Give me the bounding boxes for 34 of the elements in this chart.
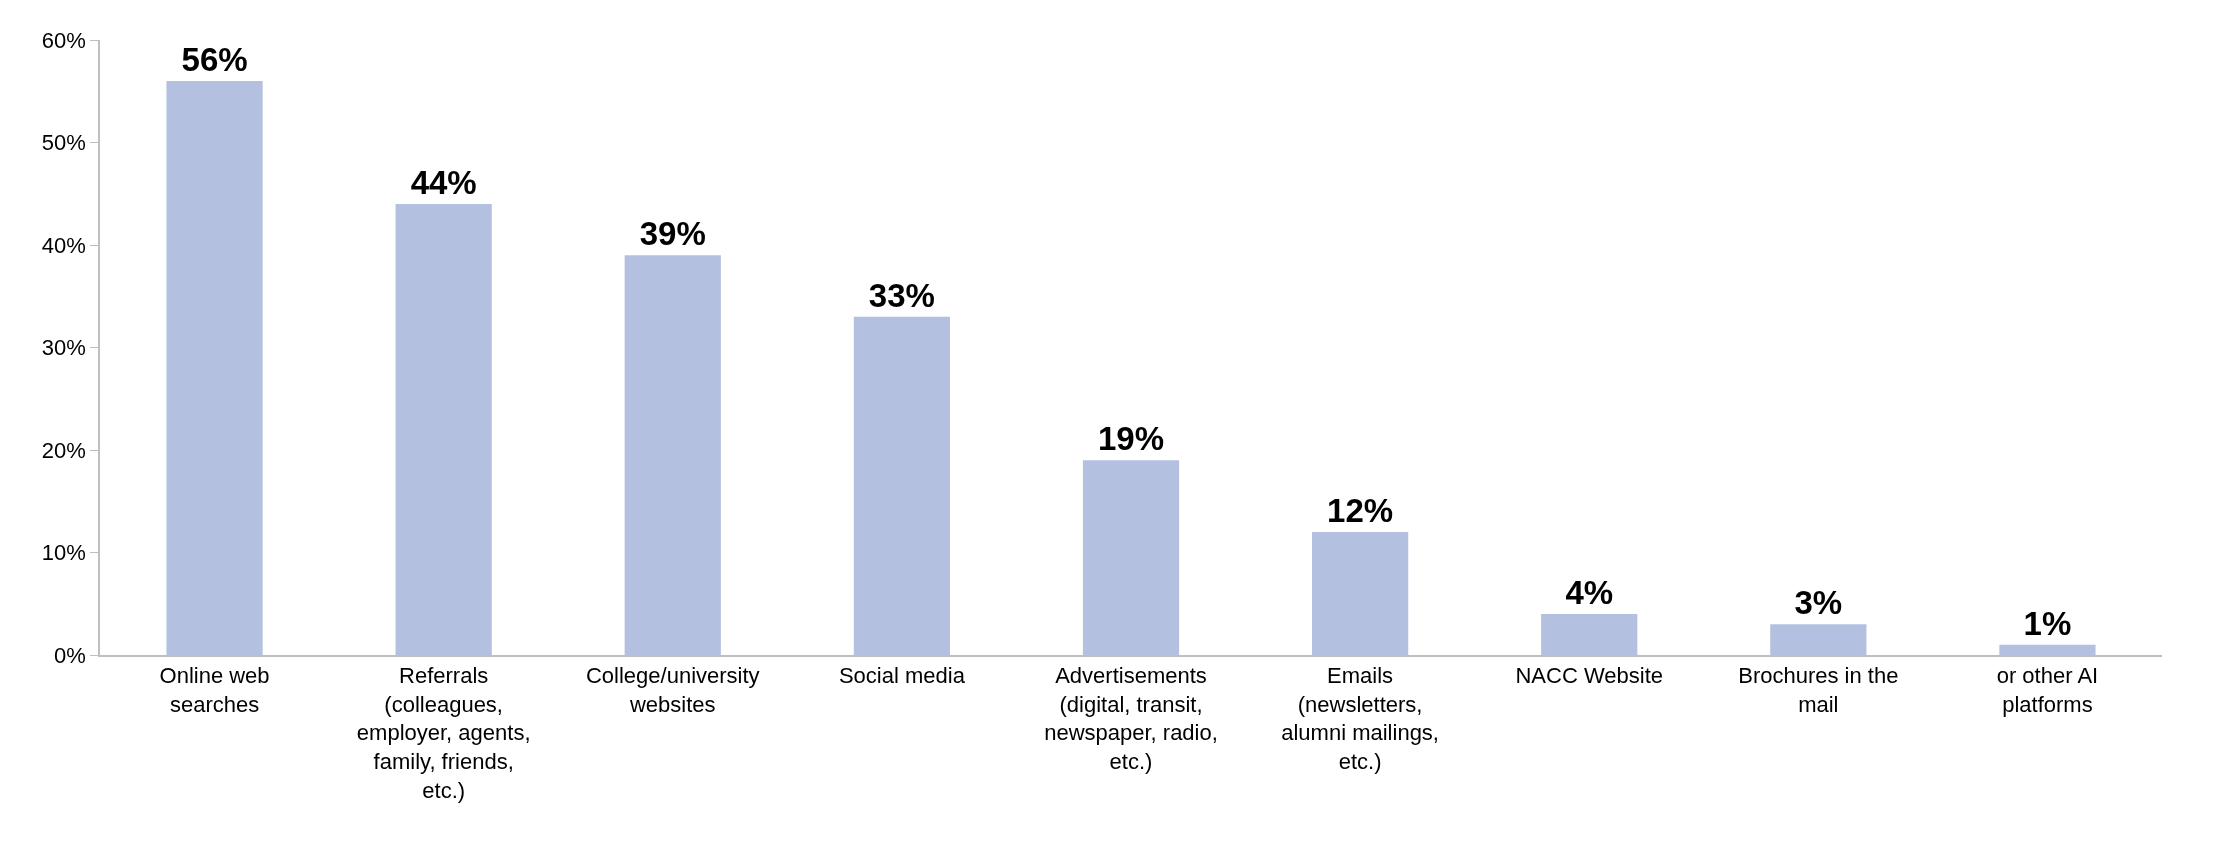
bar bbox=[1770, 624, 1867, 655]
bar bbox=[624, 255, 721, 655]
y-tick-label: 60% bbox=[41, 27, 86, 53]
x-tick-label: Emails (newsletters, alumni mailings, etc.) bbox=[1281, 663, 1439, 774]
bar bbox=[1999, 644, 2096, 655]
x-tick-label: Online web searches bbox=[159, 663, 270, 717]
x-tick-label: NACC Website bbox=[1515, 663, 1663, 689]
data-label: 1% bbox=[2023, 604, 2072, 642]
data-label: 39% bbox=[639, 215, 706, 253]
x-tick-label: or other AI platforms bbox=[1996, 663, 2099, 717]
y-tick-label: 40% bbox=[41, 232, 86, 258]
bar bbox=[1541, 614, 1638, 655]
x-tick-label: Social media bbox=[838, 663, 966, 689]
y-tick-label: 20% bbox=[41, 437, 86, 463]
data-label: 4% bbox=[1565, 574, 1614, 611]
x-tick-label: Brochures in the mail bbox=[1738, 663, 1899, 717]
y-tick-label: 0% bbox=[54, 642, 86, 668]
data-label: 12% bbox=[1327, 492, 1394, 529]
data-label: 3% bbox=[1794, 584, 1843, 622]
data-label: 33% bbox=[868, 276, 935, 314]
bar bbox=[1312, 532, 1409, 655]
bar bbox=[1082, 460, 1180, 655]
y-tick-label: 50% bbox=[41, 130, 86, 156]
x-tick-label: College/university websites bbox=[585, 663, 760, 717]
data-label: 56% bbox=[181, 41, 248, 78]
x-tick-label: Referrals (colleagues, employer, agents, family, friends, etc.) bbox=[356, 663, 531, 803]
y-tick-label: 10% bbox=[41, 540, 86, 566]
bar bbox=[395, 204, 492, 655]
bar bbox=[166, 81, 263, 655]
data-label: 44% bbox=[410, 164, 477, 201]
bar bbox=[853, 316, 950, 655]
x-tick-label: Advertisements (digital, transit, newspaper, radio, etc.) bbox=[1044, 663, 1218, 774]
data-label: 19% bbox=[1097, 420, 1165, 458]
y-tick-label: 30% bbox=[41, 335, 86, 361]
